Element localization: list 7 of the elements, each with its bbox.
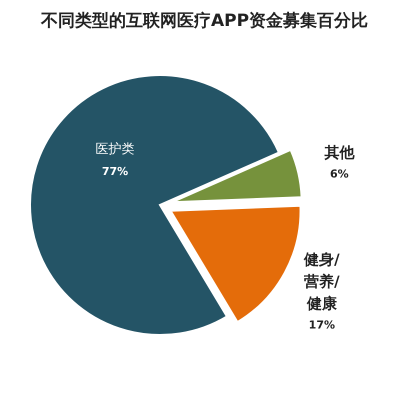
data-label: 6% (330, 168, 349, 181)
slice-label: 健身/营养/健康 (303, 250, 340, 313)
data-label: 77% (102, 165, 128, 178)
slice-label: 其他 (323, 144, 356, 162)
chart-title: 不同类型的互联网医疗APP资金募集百分比 (40, 11, 368, 31)
slice-label: 医护类 (96, 142, 134, 157)
data-label: 17% (308, 318, 336, 332)
